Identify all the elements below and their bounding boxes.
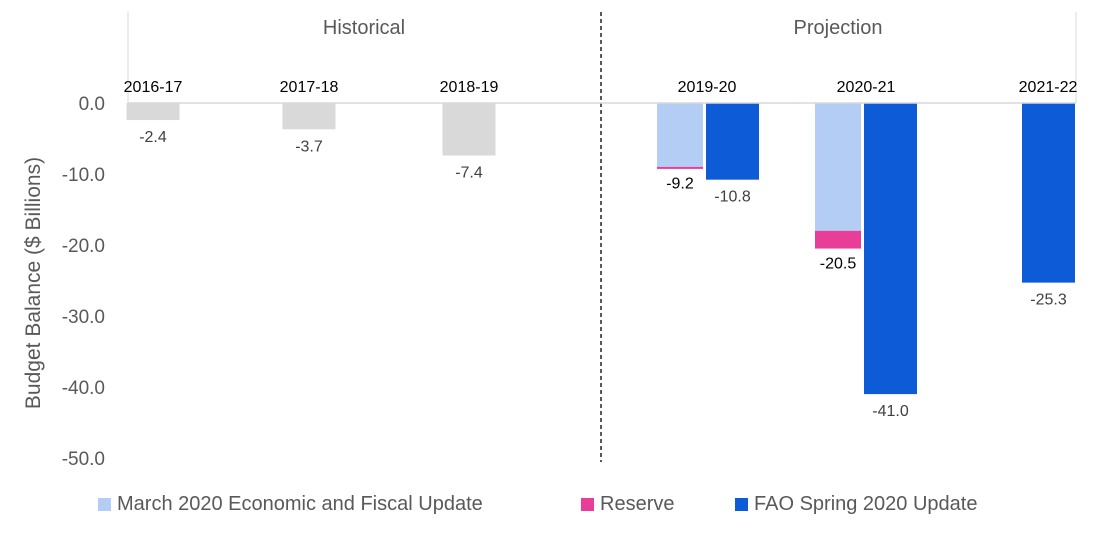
y-tick-label: -20.0 — [62, 236, 105, 257]
bar-historical — [282, 103, 336, 130]
data-label-fao: -10.8 — [714, 189, 751, 206]
category-labels: 2016-17 2017-18 2018-19 2019-20 2020-21 2021-… — [124, 79, 1078, 96]
data-label-historical: -3.7 — [295, 138, 323, 155]
category-label: 2018-19 — [440, 79, 499, 96]
data-label-fao: -41.0 — [872, 403, 909, 420]
section-label-projection: Projection — [794, 17, 883, 39]
legend: March 2020 Economic and Fiscal Update Re… — [0, 488, 1120, 520]
bar-fao-update — [706, 103, 759, 180]
y-axis-tick-labels: 0.0 -10.0 -20.0 -30.0 -40.0 -50.0 — [62, 94, 105, 470]
data-label-historical: -7.4 — [455, 165, 483, 182]
bar-historical — [126, 103, 180, 121]
legend-label-march: March 2020 Economic and Fiscal Update — [117, 492, 483, 515]
category-label: 2017-18 — [280, 79, 339, 96]
category-label: 2021-22 — [1019, 79, 1078, 96]
bar-historical — [442, 103, 496, 156]
category-label: 2019-20 — [678, 79, 737, 96]
legend-swatch-fao — [735, 497, 748, 511]
data-label-march-reserve: -9.2 — [666, 175, 694, 192]
y-tick-label: 0.0 — [79, 94, 105, 115]
data-labels: -2.4 -3.7 -7.4 -9.2 -10.8 -20.5 -41.0 -25.3 — [139, 129, 1067, 420]
category-label: 2016-17 — [124, 79, 183, 96]
legend-swatch-march — [98, 497, 111, 511]
bar-march-update — [815, 103, 861, 231]
legend-item-reserve: Reserve — [581, 488, 674, 520]
y-tick-label: -30.0 — [62, 307, 105, 328]
data-label-fao: -25.3 — [1030, 292, 1067, 309]
legend-item-march: March 2020 Economic and Fiscal Update — [98, 488, 483, 520]
legend-item-fao: FAO Spring 2020 Update — [735, 488, 977, 520]
category-label: 2020-21 — [837, 79, 896, 96]
data-label-historical: -2.4 — [139, 129, 167, 146]
y-tick-label: -50.0 — [62, 449, 105, 470]
bar-reserve — [657, 166, 703, 169]
y-tick-label: -10.0 — [62, 165, 105, 186]
y-axis-title: Budget Balance ($ Billions) — [22, 157, 45, 409]
bar-reserve — [815, 230, 861, 249]
legend-label-reserve: Reserve — [600, 492, 675, 515]
bars-group — [126, 103, 1075, 395]
section-label-historical: Historical — [323, 17, 405, 39]
data-label-march-reserve: -20.5 — [820, 256, 857, 273]
bar-fao-update — [864, 103, 917, 395]
bar-fao-update — [1022, 103, 1075, 283]
bar-march-update — [657, 103, 703, 167]
y-tick-label: -40.0 — [62, 378, 105, 399]
legend-label-fao: FAO Spring 2020 Update — [754, 492, 978, 515]
legend-swatch-reserve — [581, 497, 594, 511]
budget-balance-chart: 0.0 -10.0 -20.0 -30.0 -40.0 -50.0 Budget Bala… — [22, 12, 1078, 470]
